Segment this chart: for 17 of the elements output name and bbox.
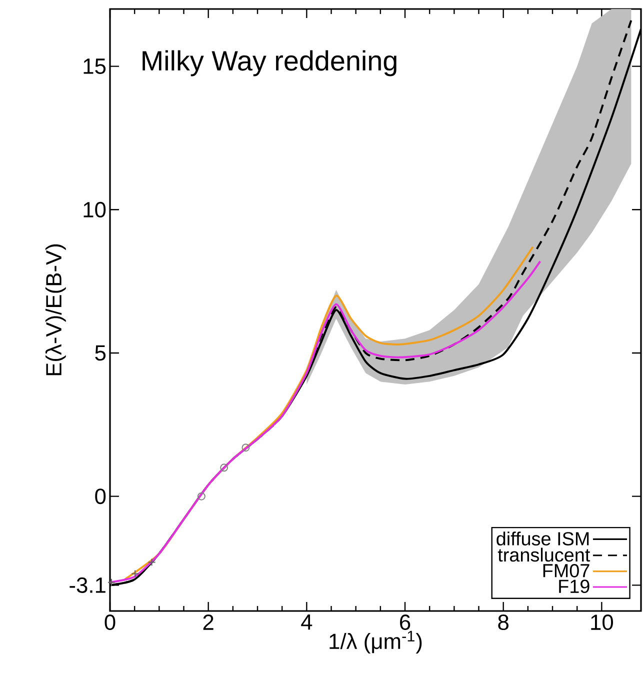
- x-tick-label: 10: [591, 614, 613, 630]
- x-tick-label: 4: [301, 614, 312, 630]
- y-tick-label: -3.1: [70, 577, 106, 593]
- x-tick-label: 2: [203, 614, 214, 630]
- y-axis-title: E(λ-V)/E(B-V): [45, 244, 66, 376]
- legend-label: FM07: [543, 564, 590, 578]
- x-axis-title: 1/λ (μm$^{-1}$): [330, 630, 422, 654]
- y-tick-label: 5: [95, 345, 106, 361]
- x-tick-label: 8: [498, 614, 508, 630]
- legend-label: diffuse ISM: [496, 532, 589, 546]
- y-tick-label: 15: [84, 58, 106, 74]
- legend-label: F19: [559, 580, 590, 594]
- y-tick-label: 0: [95, 488, 106, 504]
- x-tick-label: 6: [400, 614, 410, 630]
- y-tick-label: 10: [84, 202, 106, 218]
- legend-label: translucent: [498, 548, 590, 562]
- text: Milky Way reddening: [142, 50, 396, 76]
